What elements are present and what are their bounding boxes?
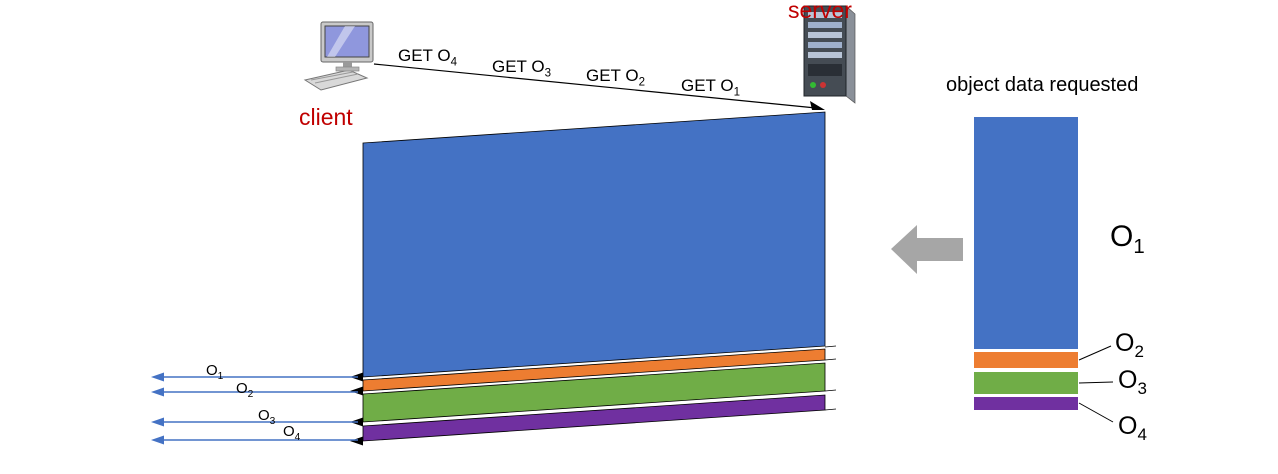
server-label: server: [788, 0, 852, 23]
connector-o4: [1078, 402, 1114, 423]
client-monitor-stand: [343, 62, 352, 67]
connector-o2: [1078, 345, 1112, 361]
object-label-o2: O2: [1115, 329, 1144, 361]
server-slot: [808, 12, 842, 18]
delivery-label-o2: O2: [236, 380, 254, 400]
transfer-block-arrow: [891, 225, 963, 274]
bar-object1: [974, 117, 1078, 349]
server-slot: [808, 52, 842, 58]
delivery-label-o1: O1: [206, 362, 224, 382]
server-boundary-tick: [824, 389, 837, 392]
bar-object3: [974, 372, 1078, 394]
object-data-requested-title: object data requested: [946, 74, 1139, 96]
delivery-label-o4: O4: [283, 423, 301, 443]
client-monitor-screen: [324, 25, 370, 58]
server-bay: [808, 64, 842, 76]
server-boundary-tick: [824, 345, 837, 348]
request-label-o4: GET O4: [398, 46, 458, 69]
server-boundary-tick: [824, 408, 837, 411]
delivery-arrow-o1: [151, 372, 358, 382]
object1-band: [362, 111, 826, 378]
request-label-o2: GET O2: [586, 66, 646, 89]
server-slot: [808, 32, 842, 38]
client-keyboard: [303, 69, 369, 91]
client-keyboard-keys: [314, 73, 359, 84]
delivery-arrow-o3: [151, 417, 358, 427]
delivery-arrow-o2: [151, 387, 358, 397]
band-end-arrowhead: [350, 386, 363, 396]
request-line-arrowhead: [810, 101, 825, 110]
server-led-green: [810, 82, 816, 88]
delivery-arrow-o4: [151, 435, 358, 445]
object-label-o3: O3: [1118, 366, 1147, 398]
server-led-red: [820, 82, 826, 88]
client-label: client: [299, 104, 353, 130]
object-label-o1: O1: [1110, 220, 1145, 258]
delivery-label-o3: O3: [258, 407, 276, 427]
server-slot: [808, 42, 842, 48]
server-tower: [803, 5, 847, 97]
server-icon: [803, 5, 856, 104]
band-end-arrowhead: [350, 436, 363, 446]
request-label-o3: GET O3: [492, 57, 552, 80]
object-label-o4: O4: [1118, 412, 1147, 444]
client-computer-icon: [303, 21, 374, 91]
client-keyboard-keys: [310, 71, 354, 81]
server-slot: [808, 22, 842, 28]
client-screen-glare: [327, 26, 355, 57]
request-label-o1: GET O1: [681, 76, 741, 99]
bar-object2: [974, 352, 1078, 368]
request-line: [373, 63, 817, 109]
server-boundary-tick: [824, 358, 837, 361]
connector-o3: [1078, 381, 1114, 384]
bar-object4: [974, 397, 1078, 410]
client-monitor-base: [335, 66, 360, 72]
